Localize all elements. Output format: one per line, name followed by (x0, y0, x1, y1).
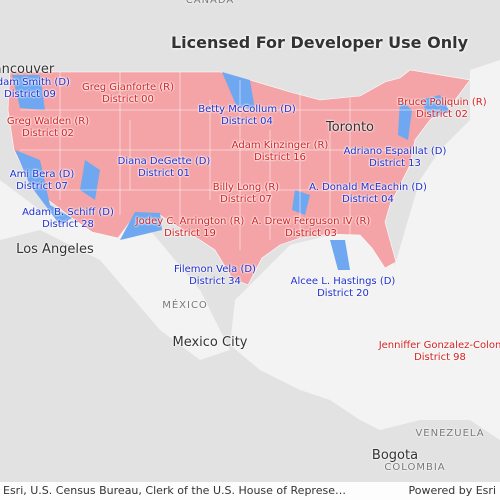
city-label: Mexico City (172, 335, 248, 350)
watermark: Licensed For Developer Use Only (170, 33, 468, 52)
city-label: Bogota (371, 448, 419, 463)
label-district: District 01 (138, 168, 190, 179)
representative-label: Diana DeGette (D) District 01 (118, 156, 211, 180)
representative-label: Billy Long (R) District 07 (213, 182, 279, 206)
label-name: Ami Bera (D) (9, 169, 75, 180)
representative-label: A. Drew Ferguson IV (R) District 03 (252, 216, 371, 240)
label-district: District 09 (4, 89, 56, 100)
city-label: Vancouver (0, 62, 55, 77)
label-district: District 02 (22, 128, 74, 139)
representative-label: Ami Bera (D) District 07 (10, 169, 74, 193)
label-name: Adriano Espaillat (D) (343, 146, 447, 157)
label-district: District 07 (220, 194, 272, 205)
label-name: A. Drew Ferguson IV (R) (251, 216, 371, 227)
attribution-source: Esri, U.S. Census Bureau, Clerk of the U… (3, 484, 346, 497)
label-name: Diana DeGette (D) (117, 156, 211, 167)
city-label: Toronto (326, 120, 374, 135)
label-name: Bruce Poliquin (R) (397, 97, 487, 108)
label-district: District 07 (16, 181, 68, 192)
representative-label: Bruce Poliquin (R) District 02 (397, 97, 486, 121)
label-district: District 04 (342, 194, 394, 205)
country-label: MÉXICO (162, 300, 208, 311)
representative-label: Adriano Espaillat (D) District 13 (344, 146, 447, 170)
representative-label: Filemon Vela (D) District 34 (174, 264, 256, 288)
representative-label: Alcee L. Hastings (D) District 20 (291, 276, 396, 300)
representative-label: Adam B. Schiff (D) District 28 (22, 207, 114, 231)
label-district: District 19 (164, 228, 216, 239)
country-label: COLOMBIA (384, 462, 446, 473)
label-district: District 20 (317, 288, 369, 299)
label-name: Jenniffer Gonzalez-Colon (378, 340, 500, 351)
label-district: District 34 (189, 276, 241, 287)
representative-label: Greg Walden (R) District 02 (7, 116, 89, 140)
representative-label: Jenniffer Gonzalez-Colon District 98 (379, 340, 500, 364)
label-name: Adam B. Schiff (D) (22, 207, 114, 218)
representative-label: Betty McCollum (D) District 04 (198, 104, 296, 128)
label-district: District 02 (416, 109, 468, 120)
label-name: Alcee L. Hastings (D) (290, 276, 396, 287)
label-name: Adam Smith (D) (0, 77, 70, 88)
label-district: District 98 (414, 352, 466, 363)
attribution-powered[interactable]: Powered by Esri (408, 484, 496, 497)
country-label: CANADA (185, 0, 235, 6)
country-label: VENEZUELA (415, 428, 485, 439)
label-name: Greg Walden (R) (6, 116, 90, 127)
label-district: District 03 (285, 228, 337, 239)
label-district: District 04 (221, 116, 273, 127)
representative-label: Jodey C. Arrington (R) District 19 (136, 216, 245, 240)
city-label: Los Angeles (16, 242, 94, 257)
representative-label: A. Donald McEachin (D) District 04 (309, 182, 427, 206)
label-name: Filemon Vela (D) (174, 264, 256, 275)
label-name: Billy Long (R) (212, 182, 280, 193)
label-district: District 28 (42, 219, 94, 230)
attribution: Esri, U.S. Census Bureau, Clerk of the U… (0, 482, 500, 500)
label-name: Adam Kinzinger (R) (231, 140, 329, 151)
representative-label: Adam Smith (D)District 09 (0, 77, 70, 101)
representative-label: Adam Kinzinger (R) District 16 (232, 140, 329, 164)
label-name: A. Donald McEachin (D) (309, 182, 427, 193)
label-name: Greg Gianforte (R) (81, 82, 175, 93)
label-district: District 16 (254, 152, 306, 163)
label-name: Jodey C. Arrington (R) (135, 216, 245, 227)
label-district: District 13 (369, 158, 421, 169)
representative-label: Greg Gianforte (R) District 00 (82, 82, 174, 106)
label-district: District 00 (102, 94, 154, 105)
district-lines (20, 72, 440, 250)
us-republican (7, 69, 471, 286)
label-name: Betty McCollum (D) (198, 104, 296, 115)
